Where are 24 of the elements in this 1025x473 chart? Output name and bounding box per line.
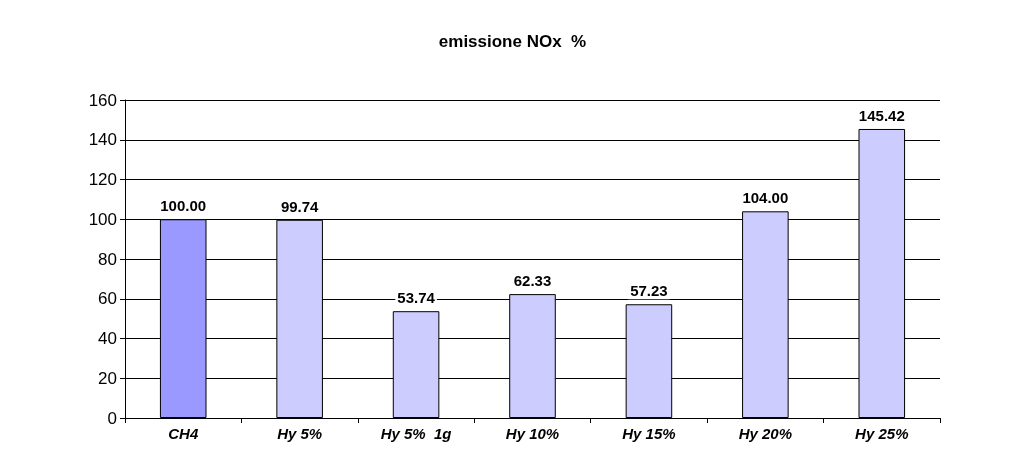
x-tick-label: CH4 [168,425,199,442]
y-tick-label: 140 [88,130,117,150]
y-tick-label: 100 [88,209,117,229]
data-label: 99.74 [280,197,320,215]
x-tick-label: Hy 5% [277,425,323,442]
x-tick-label: Hy 25% [855,425,909,442]
x-tick-label: Hy 10% [505,425,560,442]
y-tick-label: 60 [98,289,117,309]
y-tick-label: 80 [98,249,117,269]
y-tick-label: 160 [88,90,117,110]
data-label: 62.33 [513,272,552,290]
y-tick-label: 20 [98,368,117,388]
x-tick-label: Hy 5% 1g [380,425,452,442]
x-tick-label: Hy 15% [622,425,676,442]
x-tick-label: Hy 20% [738,425,793,442]
y-tick-label: 40 [98,329,117,348]
data-label: 145.42 [858,106,905,124]
data-label: 100.00 [160,197,207,215]
data-label: 53.74 [397,289,436,307]
data-label: 57.23 [630,282,668,300]
y-tick-label: 0 [107,408,117,428]
chart-title: emissione NOx % [438,32,587,51]
data-label: 104.00 [742,189,789,207]
y-tick-label: 120 [88,170,117,189]
